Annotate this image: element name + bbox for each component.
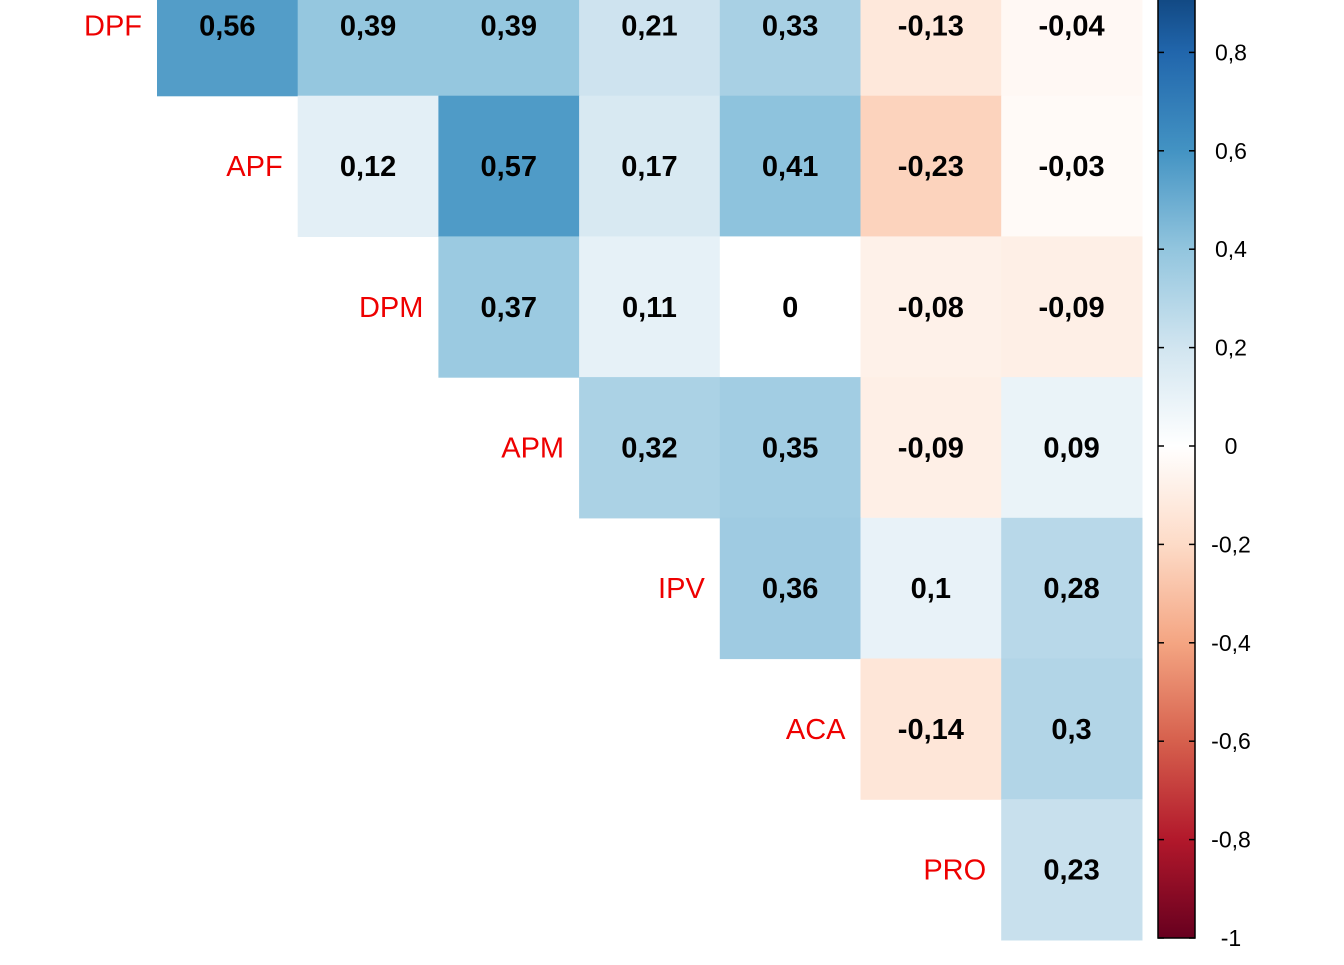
heatmap-cell	[579, 0, 721, 97]
cell-value-label: 0,36	[762, 573, 818, 605]
cell-value-label: -0,13	[898, 10, 964, 42]
row-label-pro: PRO	[923, 855, 986, 887]
cell-value-label: 0,33	[762, 10, 818, 42]
heatmap-cell	[1001, 236, 1143, 378]
row-label-ipv: IPV	[658, 573, 705, 605]
cell-value-label: 0,41	[762, 151, 818, 183]
colorbar-tick-label: -0,6	[1211, 728, 1251, 754]
cell-value-label: -0,03	[1038, 151, 1104, 183]
cell-value-label: -0,09	[898, 432, 964, 464]
row-label-dpf: DPF	[84, 10, 142, 42]
cell-value-label: 0,21	[621, 10, 677, 42]
cell-value-label: 0,28	[1043, 573, 1099, 605]
heatmap-cell	[860, 658, 1002, 800]
cells-layer: 0,56 0,39 0,39 0,21 0,33 -0,13 -0,04 0,12 0,57 0,…	[157, 0, 1143, 941]
row-labels-layer: DPF APF DPM APM IPV ACA PRO	[84, 10, 986, 886]
colorbar-tick-label: 0,8	[1215, 39, 1247, 65]
cell-value-label: 0,12	[340, 151, 396, 183]
cell-value-label: 0,17	[621, 151, 677, 183]
cell-value-label: 0,39	[340, 10, 396, 42]
cell-value-label: 0,11	[622, 292, 677, 324]
cell-value-label: 0,32	[621, 432, 677, 464]
heatmap-cell	[1001, 517, 1143, 660]
heatmap-cell	[438, 95, 580, 237]
cell-value-label: -0,14	[898, 714, 964, 746]
heatmap-cell	[1001, 377, 1143, 519]
heatmap-cell	[719, 517, 862, 660]
cell-value-label: -0,23	[898, 151, 964, 183]
heatmap-cell	[719, 377, 862, 519]
row-label-apf: APF	[226, 151, 282, 183]
colorbar-gradient-bar	[1157, 0, 1196, 939]
cell-value-label: -0,09	[1038, 292, 1104, 324]
cell-value-label: 0,57	[481, 151, 537, 183]
heatmap-cell	[860, 377, 1002, 519]
cell-value-label: 0,56	[199, 10, 255, 42]
heatmap-cell	[297, 95, 439, 237]
colorbar-legend: 0,8 0,6 0,4 0,2 0 -0,2 -0,4 -0,6 -0,8 -1	[1157, 0, 1251, 951]
cell-value-label: 0,23	[1043, 855, 1099, 887]
colorbar-tick-label: -1	[1221, 925, 1241, 951]
heatmap-cell	[719, 236, 862, 378]
cell-value-label: 0,09	[1043, 432, 1099, 464]
cell-value-label: 0,1	[911, 573, 951, 605]
colorbar-tick-label: 0,2	[1215, 335, 1247, 361]
cell-value-label: -0,08	[898, 292, 964, 324]
heatmap-cell	[157, 0, 299, 97]
colorbar-tick-label: 0,4	[1215, 236, 1247, 262]
row-label-dpm: DPM	[359, 292, 423, 324]
colorbar-tick-label: -0,8	[1211, 827, 1251, 853]
heatmap-cell	[719, 95, 862, 237]
heatmap-cell	[719, 0, 862, 97]
heatmap-cell	[297, 0, 439, 97]
heatmap-cell	[1001, 0, 1143, 97]
heatmap-cell	[860, 95, 1002, 237]
cell-value-label: 0,39	[481, 10, 537, 42]
heatmap-cell	[438, 236, 580, 378]
colorbar-tick-label: 0,6	[1215, 138, 1247, 164]
heatmap-cell	[1001, 799, 1143, 941]
heatmap-cell	[579, 377, 721, 519]
colorbar-tick-label: -0,4	[1211, 630, 1251, 656]
cell-value-label: -0,04	[1038, 10, 1104, 42]
row-label-apm: APM	[501, 432, 564, 464]
heatmap-cell	[1001, 658, 1143, 800]
colorbar-tick-label: 0	[1225, 433, 1238, 459]
cell-value-label: 0,35	[762, 432, 818, 464]
colorbar-tick-label: -0,2	[1211, 531, 1251, 557]
heatmap-cell	[860, 517, 1002, 660]
cell-value-label: 0,3	[1051, 714, 1091, 746]
cell-value-label: 0,37	[481, 292, 537, 324]
heatmap-cell	[860, 0, 1002, 97]
heatmap-cell	[1001, 95, 1143, 237]
heatmap-cell	[860, 236, 1002, 378]
cell-value-label: 0	[782, 292, 798, 324]
heatmap-cell	[579, 95, 721, 237]
heatmap-cell	[438, 0, 580, 97]
row-label-aca: ACA	[786, 714, 846, 746]
heatmap-cell	[579, 236, 721, 378]
